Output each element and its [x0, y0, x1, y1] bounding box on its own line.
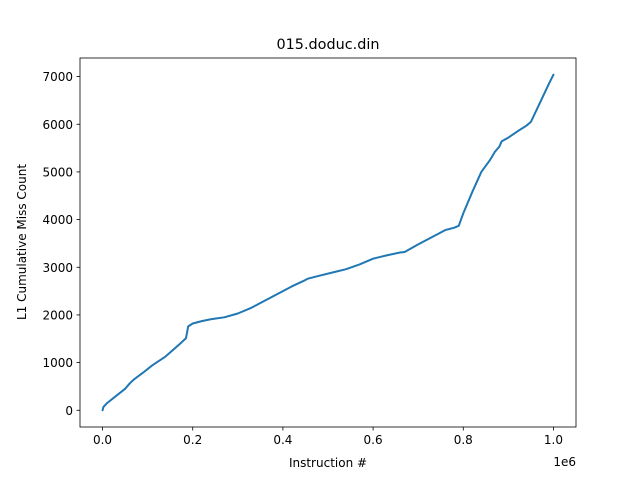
- x-axis-label: Instruction #: [289, 456, 367, 470]
- y-tick-label: 4000: [42, 213, 73, 227]
- x-tick-label: 0.4: [273, 433, 292, 447]
- y-tick-label: 3000: [42, 261, 73, 275]
- plot-line-layer: [101, 73, 555, 412]
- x-tick-label: 0.6: [364, 433, 383, 447]
- y-tick-label: 0: [65, 404, 73, 418]
- x-axis-offset-label: 1e6: [553, 455, 576, 469]
- y-tick-label: 5000: [42, 165, 73, 179]
- x-tick-label: 0.8: [454, 433, 473, 447]
- x-tick-label: 0.0: [93, 433, 112, 447]
- y-tick-label: 6000: [42, 118, 73, 132]
- y-tick-label: 1000: [42, 356, 73, 370]
- y-tick-label: 7000: [42, 70, 73, 84]
- plot-area-frame: [79, 57, 577, 428]
- x-tick-label: 0.2: [183, 433, 202, 447]
- data-series-line: [101, 73, 555, 412]
- y-axis-ticks: 0 1000 2000 3000 4000 5000 6000 7000: [42, 70, 80, 418]
- y-axis-label: L1 Cumulative Miss Count: [15, 164, 29, 320]
- x-tick-label: 1.0: [544, 433, 563, 447]
- y-tick-label: 2000: [42, 308, 73, 322]
- x-axis-ticks: 0.0 0.2 0.4 0.6 0.8 1.0: [93, 427, 563, 447]
- chart-title: 015.doduc.din: [277, 37, 380, 53]
